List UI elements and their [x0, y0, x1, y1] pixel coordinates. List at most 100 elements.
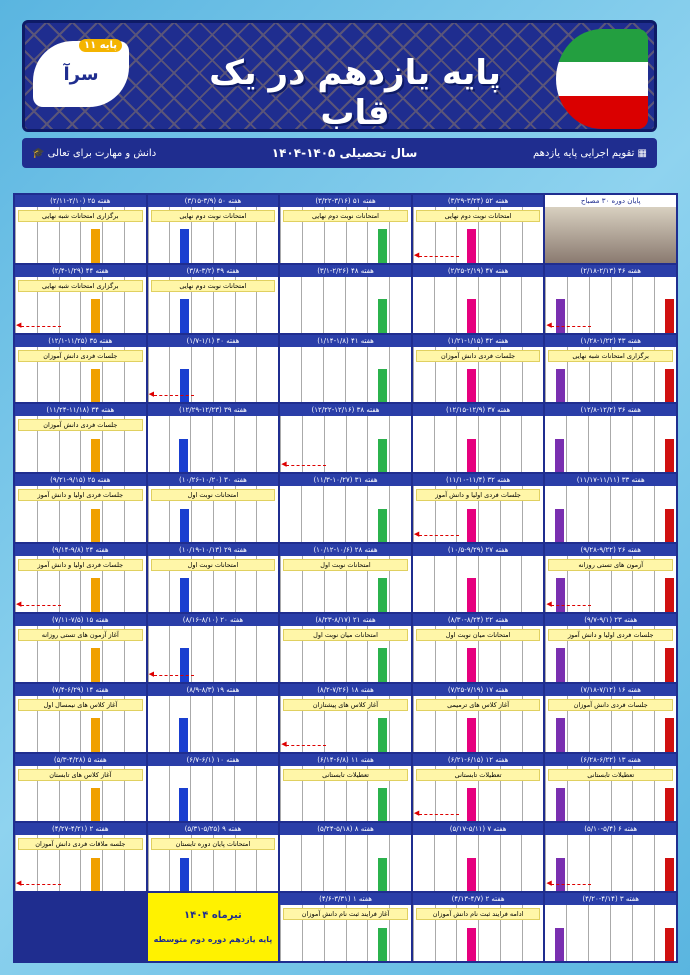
week-body: جلسات فردی اولیا و دانش آموز [412, 486, 544, 543]
week-body: تعطیلات تابستانی [280, 765, 411, 822]
event-bar [665, 578, 674, 612]
day-column [212, 765, 234, 822]
week-header: هفته ۳ (۴/۱۴-۴/۲۰) [545, 893, 676, 906]
day-column [521, 486, 544, 543]
day-column [632, 416, 654, 473]
day-column [412, 346, 435, 403]
week-body: جلسات فردی دانش آموزان [412, 346, 544, 403]
day-column [15, 556, 37, 612]
day-column [389, 695, 411, 752]
week-header: هفته ۸ (۵/۱۸-۵/۲۴) [280, 823, 411, 836]
day-column [456, 765, 478, 822]
day-column [413, 556, 434, 612]
arrow-icon [149, 390, 194, 398]
day-column [58, 625, 81, 682]
day-column [58, 276, 81, 333]
day-column [521, 625, 544, 682]
event-label: امتحانات پایان دوره تابستان [150, 838, 276, 851]
day-column [58, 486, 81, 543]
week-body: آغاز آزمون های تستی روزانه [15, 625, 146, 682]
event-label: آغاز کلاس های پیشتازان [283, 698, 408, 711]
week-header: هفته ۱۵ (۷/۵-۷/۱۱) [15, 613, 146, 626]
day-column [234, 416, 256, 473]
day-column [567, 625, 589, 682]
week-header: هفته ۲۵ (۹/۱۵-۹/۲۱) [15, 474, 146, 487]
day-column [521, 835, 543, 892]
day-column [234, 276, 257, 333]
week-body [147, 625, 279, 682]
week-body [545, 207, 676, 263]
day-column [234, 346, 257, 403]
week-header: هفته ۴۲ (۱/۱۵-۱/۲۱) [412, 334, 544, 347]
day-column [588, 695, 611, 752]
event-bar [378, 229, 388, 263]
week-header: هفته ۱۹ (۸/۳-۸/۹) [147, 683, 279, 696]
day-column [455, 276, 478, 333]
day-column [323, 486, 345, 543]
week-cell: هفته ۴۷ (۲/۱۹-۲/۲۵) [412, 264, 544, 333]
week-header: هفته ۴۴ (۱/۲۹-۲/۴) [15, 264, 146, 277]
day-column [191, 835, 213, 892]
week-cell: هفته ۴۹ (۳/۲-۳/۸) امتحانات نوبت دوم نهایی [147, 264, 279, 333]
day-column [654, 765, 676, 822]
day-column [102, 416, 124, 473]
week-header: هفته ۱۲ (۶/۱۵-۶/۲۱) [412, 753, 544, 766]
event-label: جلسات فردی دانش آموزان [18, 419, 143, 432]
day-column [632, 486, 654, 543]
event-bar [467, 927, 477, 961]
day-column [610, 835, 633, 892]
week-header: هفته ۳۸ (۱۲/۱۶-۱۲/۲۲) [280, 404, 411, 417]
week-cell: هفته ۷ (۵/۱۱-۵/۱۷) [412, 823, 544, 892]
day-column [456, 695, 478, 752]
day-column [654, 416, 676, 473]
week-cell: هفته ۴۲ (۱/۱۵-۱/۲۱) جلسات فردی دانش آموزا… [412, 334, 544, 403]
day-column [80, 695, 102, 752]
day-column [169, 207, 191, 263]
event-bar [180, 508, 190, 543]
motto: دانش و مهارت برای تعالی 🎓 [32, 147, 157, 159]
day-column [521, 346, 544, 403]
week-body: امتحانات نوبت دوم نهایی [147, 276, 279, 333]
week-body: آغاز فرایند ثبت نام دانش آموزان [280, 905, 411, 961]
day-column [80, 276, 102, 333]
day-column [499, 486, 522, 543]
event-label: امتحانات نوبت دوم نهایی [415, 210, 541, 222]
week-header: هفته ۵۱ (۳/۱۶-۳/۲۲) [280, 195, 411, 207]
week-body: ادامه فرایند ثبت نام دانش آموزان [412, 905, 544, 961]
day-column [323, 905, 346, 961]
week-body: امتحانات نوبت دوم نهایی [280, 207, 411, 263]
week-body: آغاز کلاس های نیمسال اول [15, 695, 146, 752]
week-header: هفته ۵۰ (۳/۹-۳/۱۵) [147, 195, 279, 207]
event-bar [91, 229, 101, 263]
week-cell: هفته ۲۲ (۸/۲۴-۸/۳۰) امتحانات میان نوبت او… [412, 613, 544, 682]
day-column [191, 346, 213, 403]
day-column [58, 207, 81, 263]
week-cell: هفته ۸ (۵/۱۸-۵/۲۴) [280, 823, 411, 892]
day-column [102, 556, 124, 612]
arrow-icon [16, 879, 61, 887]
day-column [15, 207, 37, 263]
week-cell: هفته ۵۰ (۳/۹-۳/۱۵) امتحانات نوبت دوم نهای… [147, 195, 279, 263]
day-column [147, 346, 170, 403]
day-column [521, 905, 544, 961]
day-column [632, 625, 654, 682]
calendar-icon: ▦ [634, 147, 647, 159]
week-cell: هفته ۱۱ (۶/۸-۶/۱۴) تعطیلات تابستانی [280, 753, 411, 822]
day-column [545, 416, 566, 473]
event-bar [467, 718, 477, 752]
event-label: تعطیلات تابستانی [283, 768, 408, 781]
day-column [301, 346, 323, 403]
day-column [521, 276, 543, 333]
week-cell: هفته ۱۴ (۶/۲۹-۷/۴) آغاز کلاس های نیمسال ا… [15, 683, 146, 752]
summary-month: تیرماه ۱۴۰۴ [184, 910, 242, 922]
week-body: تعطیلات تابستانی [545, 765, 676, 822]
day-column [610, 556, 633, 612]
day-column [36, 346, 59, 403]
day-column [123, 556, 146, 612]
day-column [478, 346, 500, 403]
week-body: امتحانات نوبت دوم نهایی [147, 207, 279, 263]
day-column [168, 765, 191, 822]
day-column [654, 486, 676, 543]
day-column [234, 695, 256, 752]
week-cell: هفته ۳۸ (۱۲/۱۶-۱۲/۲۲) [280, 404, 411, 473]
